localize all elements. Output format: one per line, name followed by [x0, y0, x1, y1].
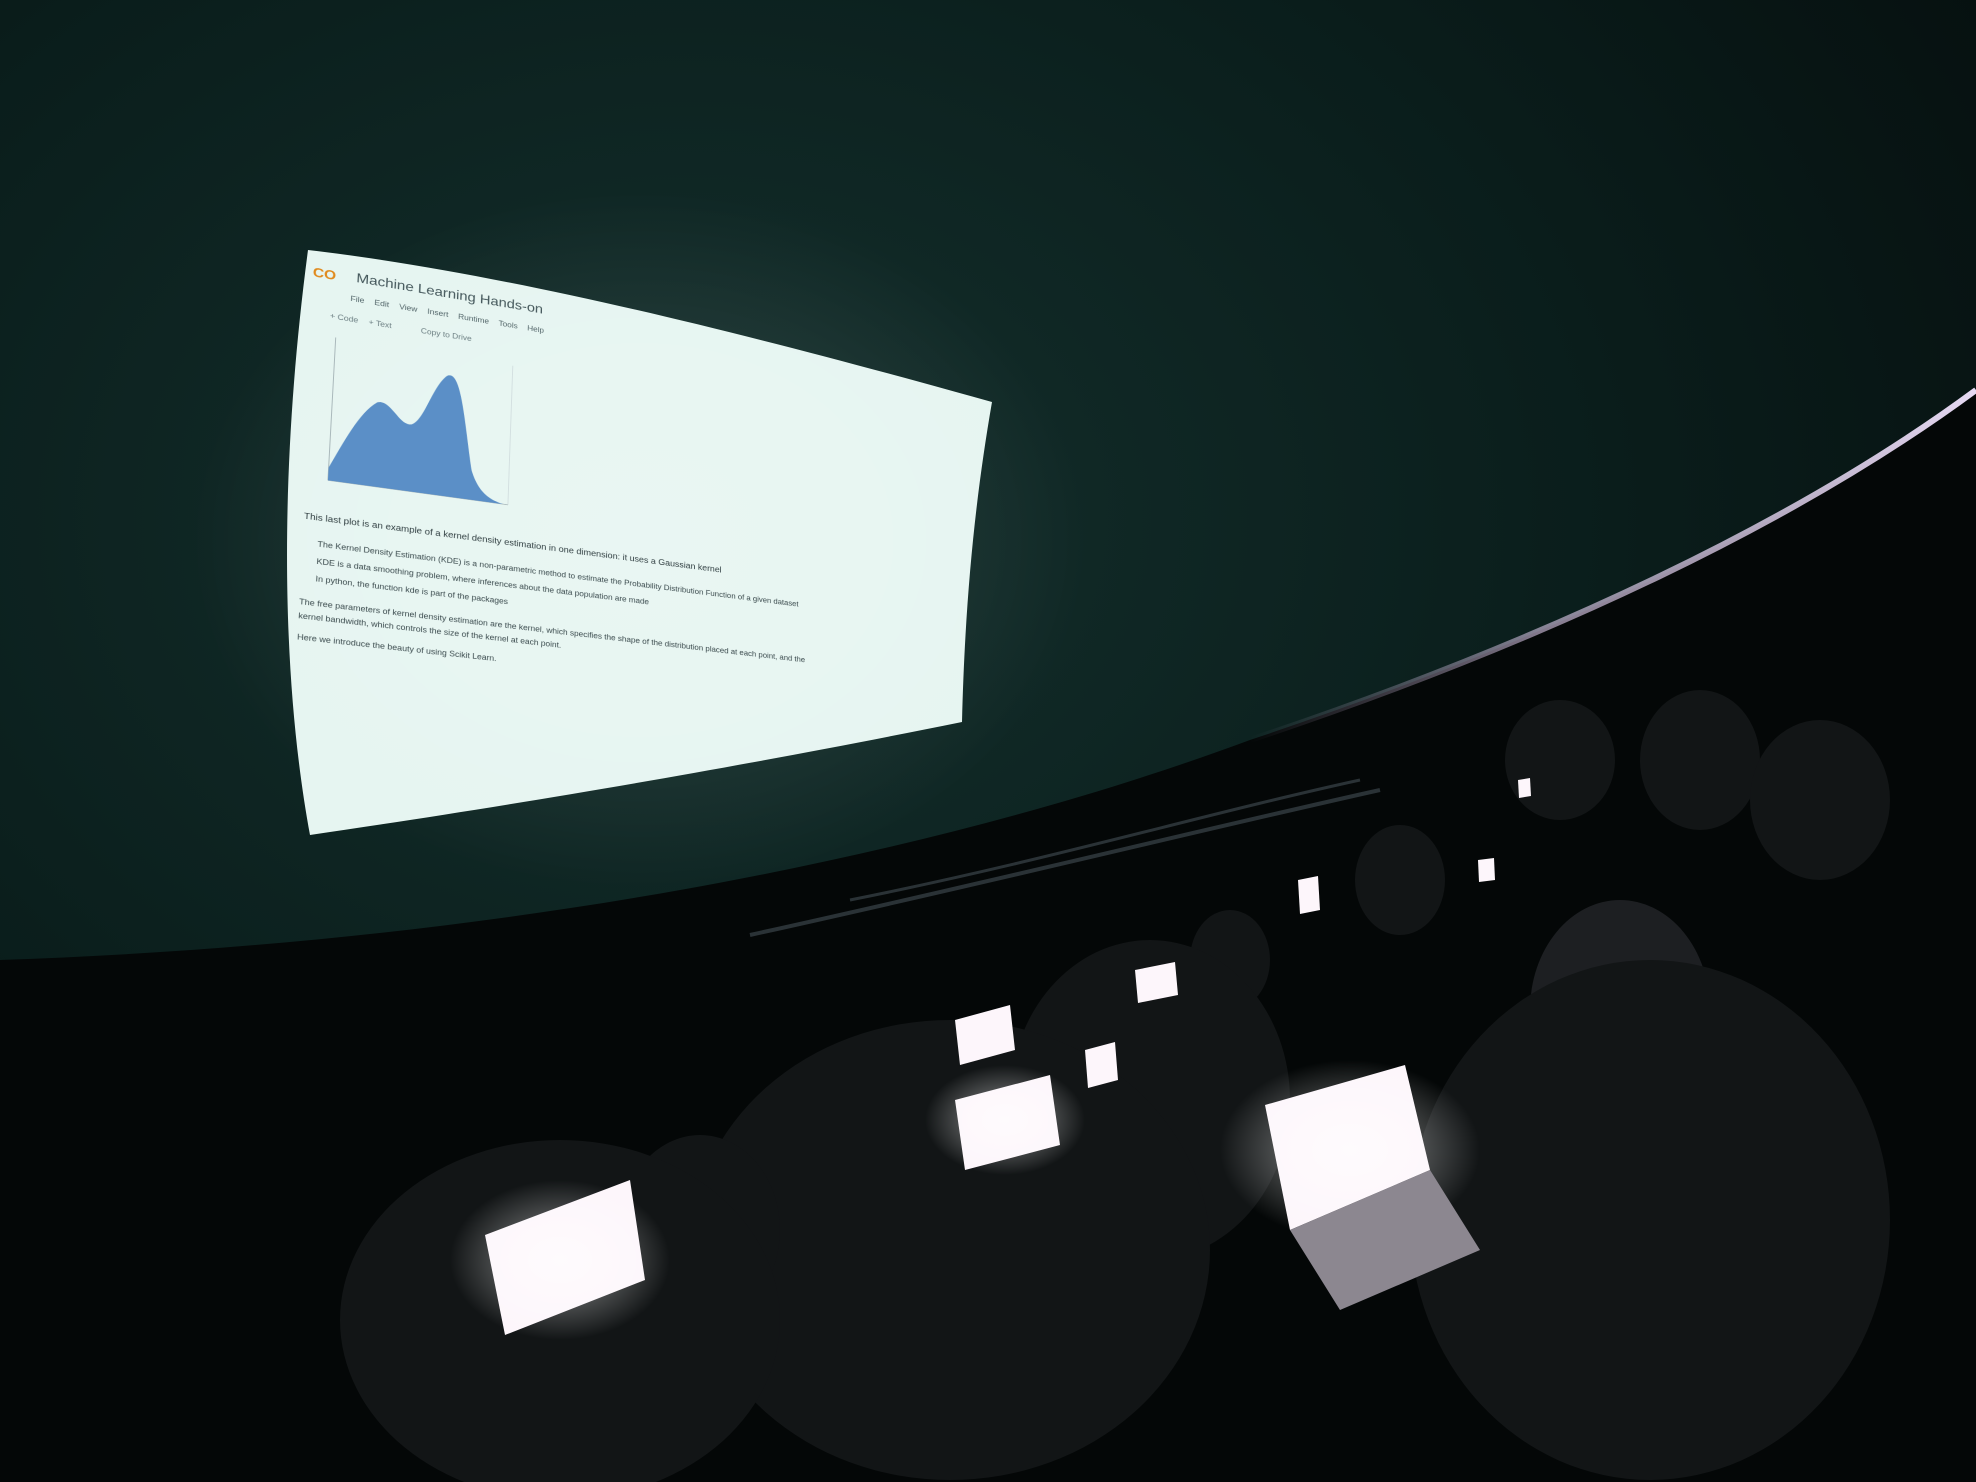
laptop-screen [1135, 962, 1178, 1003]
laptop-screen [955, 1005, 1015, 1065]
dome-rim-light [1249, 387, 1976, 743]
laptop-screen [1298, 876, 1320, 914]
laptop-keyboard [1290, 1170, 1480, 1310]
menu-edit: Edit [374, 298, 390, 309]
laptop-screen [1478, 858, 1495, 882]
menu-file: File [350, 294, 365, 305]
kde-density-fill [327, 357, 508, 505]
laptop-screen [1518, 778, 1531, 798]
toolbar-text: + Text [368, 317, 392, 330]
laptop-screen [1085, 1042, 1118, 1088]
laptops [450, 778, 1531, 1340]
menu-insert: Insert [427, 307, 449, 319]
toolbar-code: + Code [329, 311, 359, 325]
menu-runtime: Runtime [457, 312, 490, 326]
projected-slide: CO Machine Learning Hands-on File Edit V… [249, 245, 917, 816]
railing [749, 788, 1381, 937]
menu-help: Help [527, 323, 545, 335]
railing [849, 778, 1361, 902]
kde-plot [305, 330, 522, 523]
copy-to-drive: Copy to Drive [420, 326, 472, 343]
menu-view: View [398, 302, 418, 314]
plot-frame-right [508, 366, 513, 505]
colab-logo: CO [312, 265, 337, 284]
menu-tools: Tools [498, 319, 518, 331]
paragraph-line-1: The free parameters of kernel density es… [298, 597, 806, 664]
